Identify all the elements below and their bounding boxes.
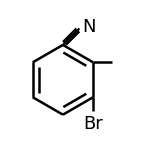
Text: Br: Br — [83, 115, 103, 133]
Text: N: N — [83, 18, 96, 36]
